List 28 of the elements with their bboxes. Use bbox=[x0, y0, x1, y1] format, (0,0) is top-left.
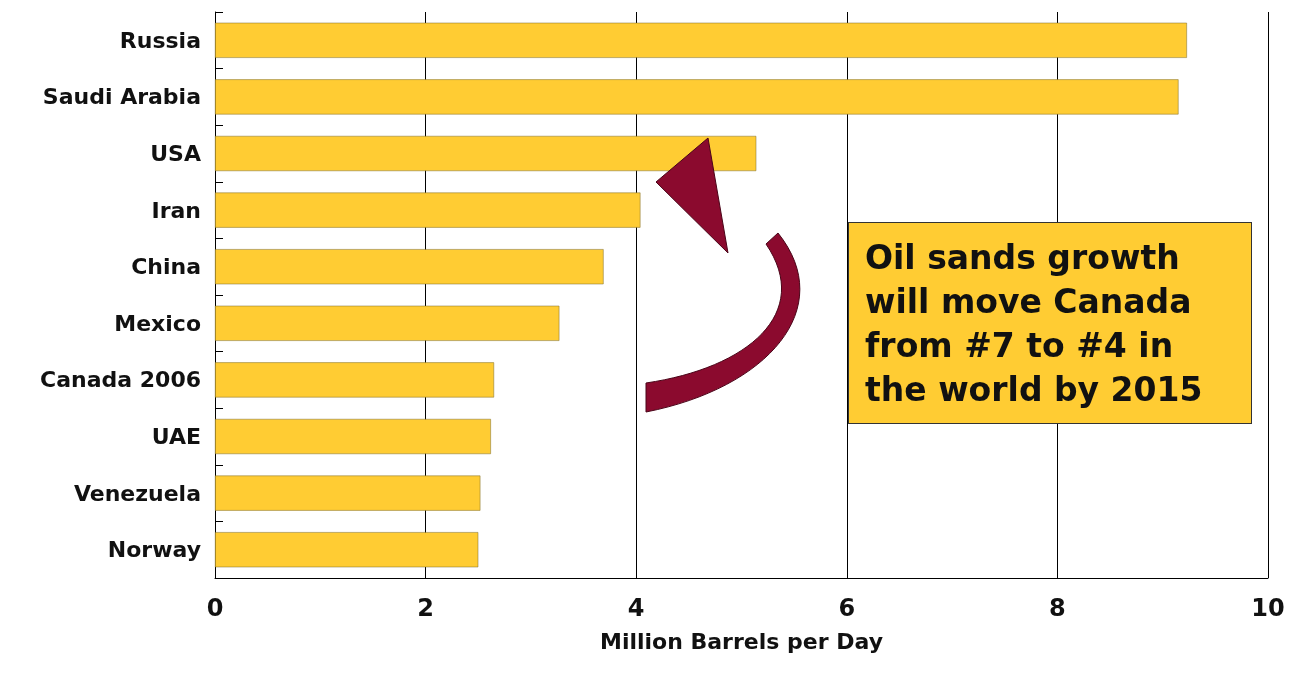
x-tick-label: 10 bbox=[1251, 594, 1285, 622]
y-tick-label: Mexico bbox=[114, 310, 201, 336]
x-tick-label: 8 bbox=[1049, 594, 1066, 622]
x-tick-label: 4 bbox=[627, 594, 645, 622]
y-tick-label: Norway bbox=[107, 537, 201, 563]
annotation: Oil sands growth will move Canada from #7 to #4 in the world by 2015 bbox=[865, 237, 1203, 409]
y-tick-label: Iran bbox=[151, 197, 201, 223]
bar bbox=[215, 362, 495, 398]
bar bbox=[215, 418, 491, 455]
bar bbox=[215, 475, 481, 511]
y-tick-label: Russia bbox=[119, 27, 201, 53]
x-axis-title: Million Barrels per Day bbox=[600, 628, 883, 654]
y-tick-label: UAE bbox=[151, 424, 201, 449]
y-tick-label: China bbox=[131, 254, 201, 280]
y-tick-label: Venezuela bbox=[73, 480, 201, 506]
bar bbox=[215, 135, 757, 172]
bar bbox=[215, 249, 604, 285]
y-tick-label: Saudi Arabia bbox=[42, 84, 201, 110]
bar bbox=[215, 305, 560, 341]
y-tick-label: Canada 2006 bbox=[40, 367, 201, 393]
bar bbox=[215, 192, 641, 228]
y-tick-label: USA bbox=[150, 141, 201, 166]
x-tick-label: 0 bbox=[206, 594, 224, 622]
bar bbox=[215, 532, 479, 568]
bar bbox=[215, 22, 1187, 58]
x-tick-label: 2 bbox=[417, 594, 434, 622]
bar bbox=[215, 79, 1179, 115]
x-tick-label: 6 bbox=[838, 594, 856, 622]
